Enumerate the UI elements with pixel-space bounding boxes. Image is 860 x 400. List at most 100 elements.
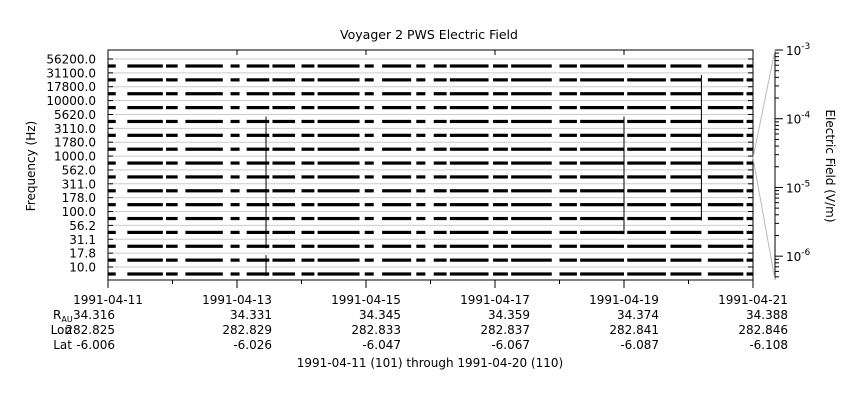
trace-segment — [746, 119, 753, 124]
trace-segment — [185, 216, 223, 221]
trace-segment — [382, 119, 412, 124]
ephemeris-value-r: 34.374 — [617, 308, 659, 322]
trace-segment — [382, 216, 412, 221]
trace-segment — [493, 244, 508, 248]
trace-segment — [580, 78, 624, 82]
trace-segment — [364, 133, 374, 137]
trace-segment — [449, 203, 489, 207]
trace-segment — [580, 119, 624, 124]
trace-segment — [108, 189, 116, 193]
trace-segment — [670, 92, 702, 96]
x-tick-label: 1991-04-15 — [331, 293, 401, 307]
trace-segment — [185, 119, 223, 124]
trace-segment — [166, 92, 178, 96]
y-tick-label: 5620.0 — [54, 108, 96, 122]
trace-segment — [108, 258, 116, 262]
trace-segment — [272, 258, 296, 262]
trace-segment — [746, 216, 753, 221]
trace-segment — [707, 272, 744, 276]
y-axis-label: Frequency (Hz) — [24, 121, 38, 212]
trace-segment — [301, 64, 315, 68]
y-tick-label: 31100.0 — [46, 66, 96, 80]
trace-segment — [364, 189, 374, 193]
trace-segment — [627, 64, 666, 68]
trace-segment — [382, 230, 412, 234]
trace-segment — [301, 175, 315, 179]
trace-segment — [707, 230, 744, 234]
trace-segment — [108, 147, 116, 151]
trace-segment — [433, 230, 447, 234]
trace-segment — [449, 133, 489, 137]
trace-segment — [185, 230, 223, 234]
trace-segment — [511, 216, 552, 221]
trace-segment — [416, 258, 426, 262]
y-tick-label: 562.0 — [62, 163, 96, 177]
trace-segment — [185, 106, 223, 110]
trace-segment — [185, 244, 223, 248]
trace-segment — [301, 133, 315, 137]
x-tick-label: 1991-04-21 — [718, 293, 788, 307]
trace-segment — [166, 230, 178, 234]
trace-segment — [746, 189, 753, 193]
trace-segment — [230, 161, 240, 165]
trace-segment — [670, 230, 702, 234]
ephemeris-label-lon: Lon — [51, 323, 72, 337]
trace-segment — [493, 78, 508, 82]
trace-segment — [493, 216, 508, 221]
colorbar-connector-bottom — [752, 157, 776, 281]
trace-segment — [433, 119, 447, 124]
trace-segment — [433, 161, 447, 165]
trace-segment — [364, 147, 374, 151]
trace-segment — [559, 106, 577, 110]
trace-segment — [511, 78, 552, 82]
trace-segment — [559, 203, 577, 207]
trace-segment — [627, 147, 666, 151]
trace-segment — [272, 106, 296, 110]
trace-segment — [493, 272, 508, 276]
trace-segment — [433, 147, 447, 151]
trace-segment — [511, 175, 552, 179]
trace-segment — [230, 230, 240, 234]
trace-segment — [127, 203, 163, 207]
ephemeris-table: RAU Lon Lat — [51, 308, 73, 352]
trace-segment — [301, 161, 315, 165]
trace-segment — [246, 230, 270, 234]
trace-segment — [382, 258, 412, 262]
trace-segment — [416, 189, 426, 193]
trace-segment — [127, 161, 163, 165]
trace-segment — [382, 78, 412, 82]
trace-segment — [580, 161, 624, 165]
trace-segment — [166, 133, 178, 137]
trace-segment — [746, 133, 753, 137]
trace-segment — [246, 64, 270, 68]
ephemeris-value-lon: 282.829 — [222, 323, 272, 337]
trace-segment — [317, 175, 360, 179]
trace-segment — [185, 92, 223, 96]
trace-segment — [746, 272, 753, 276]
trace-segment — [166, 119, 178, 124]
trace-segment — [317, 133, 360, 137]
trace-segment — [493, 119, 508, 124]
trace-segment — [493, 133, 508, 137]
trace-segment — [433, 92, 447, 96]
trace-segment — [127, 244, 163, 248]
trace-segment — [301, 272, 315, 276]
trace-segment — [246, 216, 270, 221]
trace-segment — [746, 244, 753, 248]
trace-segment — [746, 161, 753, 165]
trace-segment — [185, 258, 223, 262]
trace-segment — [707, 203, 744, 207]
trace-segment — [108, 244, 116, 248]
trace-segment — [627, 203, 666, 207]
trace-segment — [108, 119, 116, 124]
trace-segment — [670, 64, 702, 68]
y-tick-label: 10.0 — [69, 261, 96, 275]
trace-segment — [449, 230, 489, 234]
trace-segment — [433, 133, 447, 137]
trace-segment — [272, 230, 296, 234]
trace-segment — [108, 203, 116, 207]
trace-segment — [559, 133, 577, 137]
trace-segment — [364, 175, 374, 179]
trace-segment — [301, 92, 315, 96]
trace-segment — [511, 203, 552, 207]
